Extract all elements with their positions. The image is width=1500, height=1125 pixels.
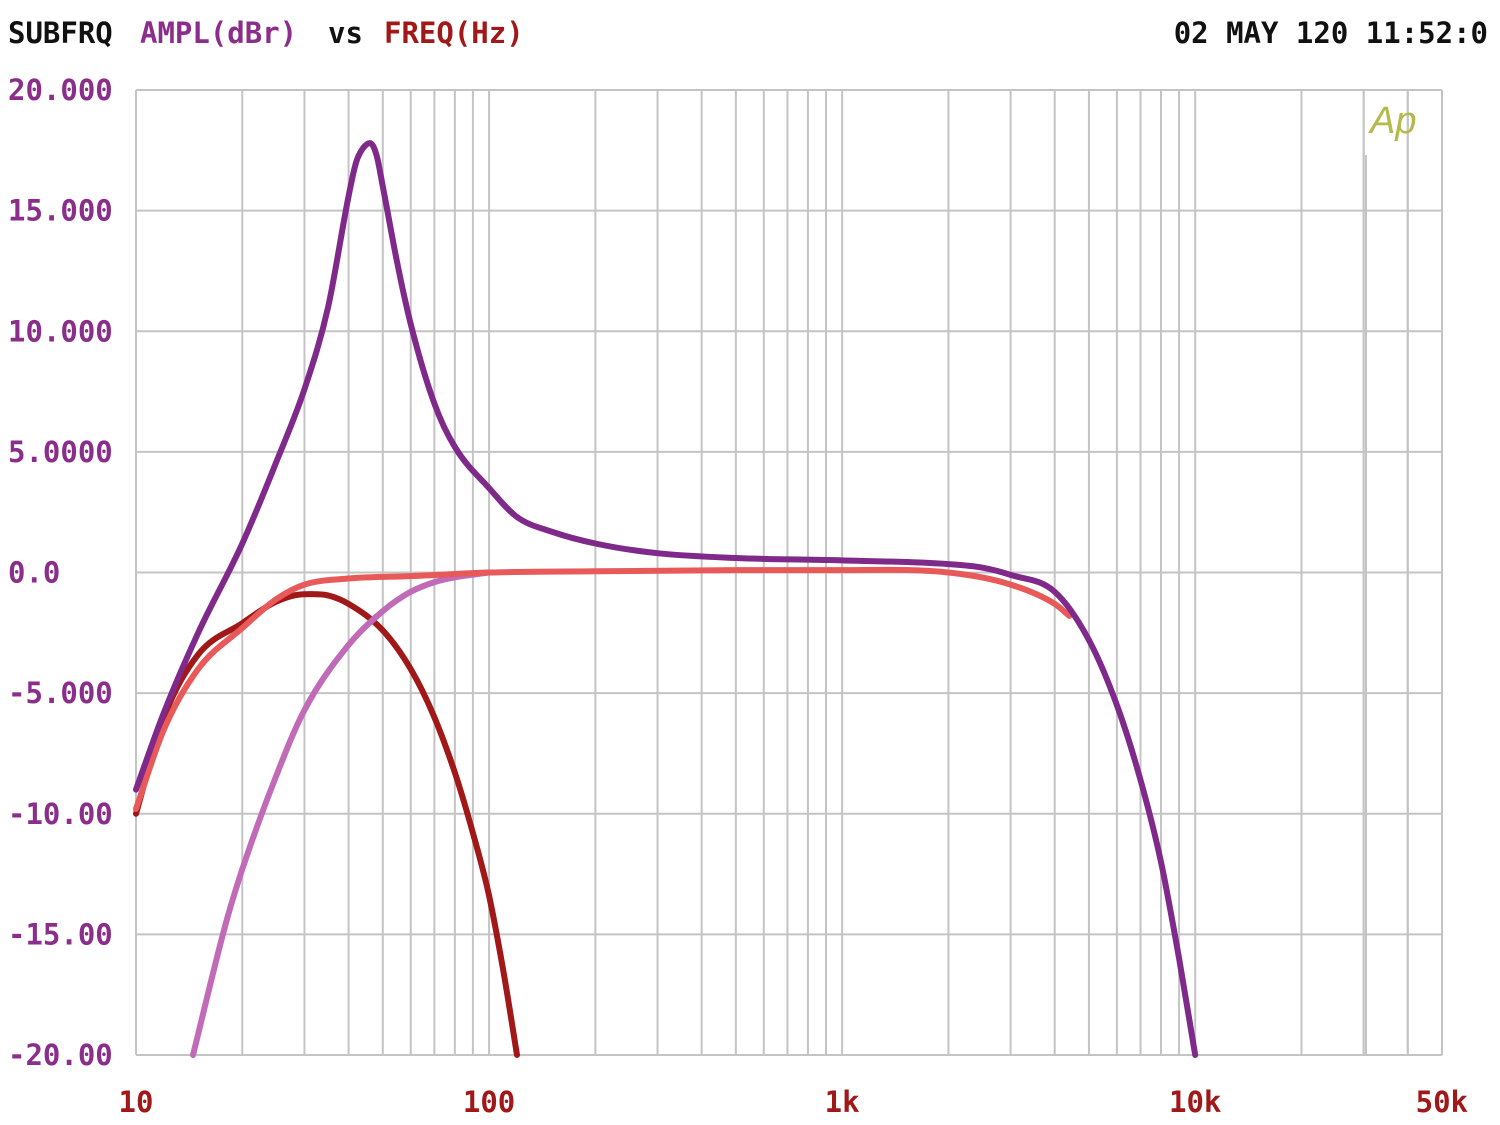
date-time-stamp: 02 MAY 120 11:52:0 [1173,16,1488,50]
x-tick-label: 1k [825,1085,860,1119]
series-group [133,140,1199,1058]
series-line-4 [133,140,1199,1058]
y-axis-ticks: 20.000 15.000 10.000 5.0000 0.0 -5.000 -10.00 -… [8,73,113,1072]
y-tick-label: -20.00 [8,1038,113,1072]
x-axis-ticks: 10 100 1k 10k 50k [119,1085,1468,1119]
series-line-3 [133,566,1073,812]
x-tick-label: 100 [463,1085,515,1119]
series-line-2 [190,569,493,1058]
y-tick-label: -15.00 [8,917,113,951]
series-line-1 [133,591,520,1058]
x-tick-label: 10 [119,1085,154,1119]
y-tick-label: 20.000 [8,73,113,107]
y-tick-label: -10.00 [8,797,113,831]
y-tick-label: 0.0 [8,556,60,590]
vs-label: vs [328,16,363,50]
ap-logo-text: Ap [1368,100,1416,142]
chart-header: SUBFRQ AMPL(dBr) vs FREQ(Hz) 02 MAY 120 … [0,0,1500,80]
measurement-name: SUBFRQ [8,16,113,50]
y-tick-label: 15.000 [8,194,113,228]
y-quantity-label: AMPL(dBr) [140,16,298,50]
x-tick-label: 10k [1169,1085,1221,1119]
y-tick-label: 10.000 [8,314,113,348]
y-tick-label: 5.0000 [8,435,113,469]
x-tick-label: 50k [1416,1085,1468,1119]
y-tick-label: -5.000 [8,676,113,710]
ap-logo: Ap [1365,100,1416,1055]
x-quantity-label: FREQ(Hz) [384,16,524,50]
